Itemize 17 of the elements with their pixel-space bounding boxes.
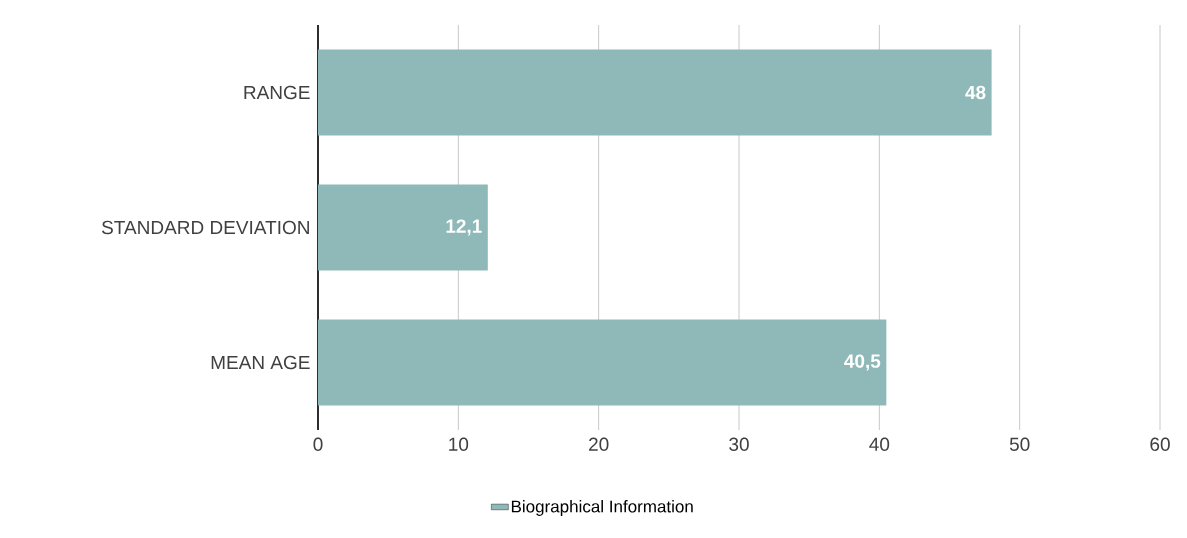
x-tick-label: 30 [729, 437, 749, 451]
x-tick-label: 0 [313, 437, 323, 451]
data-label: 40,5 [844, 354, 881, 371]
x-tick-label: 50 [1009, 437, 1030, 451]
y-tick-label: MEAN AGE [211, 355, 310, 370]
x-tick-label: 40 [869, 437, 890, 451]
x-tick-label: 10 [449, 437, 469, 451]
data-label: 12,1 [446, 219, 482, 236]
x-tick-label: 60 [1150, 437, 1170, 451]
x-tick-label: 20 [589, 437, 609, 451]
data-label: 48 [965, 85, 986, 100]
y-tick-label: STANDARD DEVIATION [101, 220, 309, 235]
bar [318, 319, 887, 406]
bar [318, 184, 488, 271]
legend-label: Biographical Information [511, 500, 693, 516]
bar [318, 49, 992, 136]
y-tick-label: RANGE [244, 85, 310, 100]
